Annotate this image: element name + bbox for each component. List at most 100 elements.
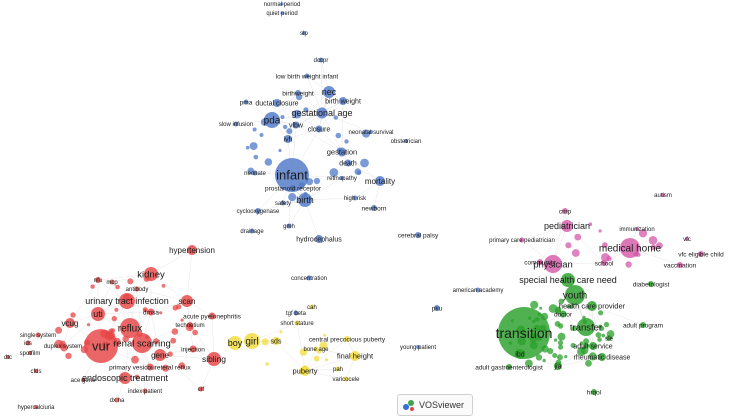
- node-infant[interactable]: [275, 158, 309, 192]
- node-final-height[interactable]: [350, 351, 360, 361]
- node-mcp[interactable]: [109, 279, 115, 285]
- node-birthweight[interactable]: [295, 90, 301, 96]
- node-kidney[interactable]: [144, 267, 158, 281]
- node-pku[interactable]: [434, 305, 440, 311]
- node-gene[interactable]: [154, 349, 166, 361]
- node-vur[interactable]: [84, 329, 118, 363]
- node-short-stature[interactable]: [294, 320, 300, 326]
- node-pediatrician[interactable]: [561, 220, 573, 232]
- node-special-health-care-need[interactable]: [561, 273, 575, 287]
- node-cerebral-palsy[interactable]: [415, 232, 421, 238]
- node-urinary-tract-infection[interactable]: [119, 293, 135, 309]
- node-ductal-closure[interactable]: [273, 99, 281, 107]
- node-sip[interactable]: [302, 31, 306, 35]
- node-cmp[interactable]: [562, 208, 568, 214]
- node-closure[interactable]: [315, 125, 323, 133]
- node-vfc-eligible-child[interactable]: [698, 251, 704, 257]
- node-safety[interactable]: [280, 200, 286, 206]
- node-spotfilm[interactable]: [28, 351, 32, 355]
- node-vlbw[interactable]: [292, 121, 300, 129]
- node-index-patient[interactable]: [142, 388, 148, 394]
- node-primary-care-pediatrician[interactable]: [519, 237, 525, 243]
- node-school[interactable]: [601, 260, 607, 266]
- node-vfc[interactable]: [685, 237, 689, 241]
- node-newborn[interactable]: [371, 205, 377, 211]
- node-gestation[interactable]: [337, 147, 347, 157]
- node-sds[interactable]: [272, 337, 280, 345]
- node-jia[interactable]: [554, 362, 562, 370]
- node-dtc[interactable]: [6, 355, 10, 359]
- node-medical-home[interactable]: [620, 238, 640, 258]
- node-injection[interactable]: [189, 345, 197, 353]
- node-physician[interactable]: [544, 255, 562, 273]
- node-cah[interactable]: [309, 304, 315, 310]
- node-low-birth-weight-infant[interactable]: [304, 73, 310, 79]
- node-ivh[interactable]: [284, 135, 292, 143]
- node-high-risk[interactable]: [352, 195, 358, 201]
- node-antibody[interactable]: [134, 286, 140, 292]
- node-vaccination[interactable]: [677, 262, 683, 268]
- node-reflux[interactable]: [120, 318, 140, 338]
- node-concentration[interactable]: [306, 275, 312, 281]
- node-single-system[interactable]: [35, 332, 41, 338]
- node-diabetologist[interactable]: [648, 281, 654, 287]
- node-technetium[interactable]: [187, 322, 193, 328]
- node-nec[interactable]: [323, 86, 335, 98]
- node-death[interactable]: [344, 159, 352, 167]
- node-transfer[interactable]: [577, 318, 595, 336]
- node-young-patient[interactable]: [416, 345, 420, 349]
- node-doctor[interactable]: [559, 310, 567, 318]
- node-puberty[interactable]: [300, 366, 310, 376]
- node-sle[interactable]: [606, 335, 612, 341]
- node-adult-gastroenterologist[interactable]: [506, 364, 512, 370]
- node-cfds[interactable]: [34, 369, 38, 373]
- node-transition[interactable]: [498, 307, 550, 359]
- node-autism[interactable]: [661, 193, 665, 197]
- node-pda[interactable]: [264, 112, 280, 128]
- node-scan[interactable]: [181, 295, 193, 307]
- vosviewer-logo[interactable]: VOSviewer: [397, 394, 473, 416]
- node-slow-infusion[interactable]: [233, 121, 239, 127]
- node-adult-service[interactable]: [589, 342, 597, 350]
- node-boy[interactable]: [228, 336, 242, 350]
- node-hypertension[interactable]: [187, 245, 197, 255]
- node-hrqol[interactable]: [591, 389, 597, 395]
- node-health-care-provider[interactable]: [587, 301, 597, 311]
- node-sibling[interactable]: [207, 352, 221, 366]
- node-prostanoid-receptor[interactable]: [290, 185, 296, 191]
- node-varicocele[interactable]: [343, 376, 349, 382]
- node-gmh[interactable]: [286, 223, 292, 229]
- node-crf[interactable]: [198, 386, 204, 392]
- node-hydrocephalus[interactable]: [315, 235, 323, 243]
- node-adult-program[interactable]: [640, 322, 646, 328]
- node-acute-pyelonephritis[interactable]: [208, 312, 216, 320]
- node-central-precocious-puberty[interactable]: [344, 336, 350, 342]
- node-normal-period[interactable]: [280, 2, 284, 6]
- node-ibd[interactable]: [515, 349, 525, 359]
- node-youth[interactable]: [565, 285, 585, 305]
- node-quiet-period[interactable]: [280, 11, 284, 15]
- node-pma[interactable]: [243, 99, 249, 105]
- node-girl[interactable]: [244, 333, 260, 349]
- node-ace-gene[interactable]: [81, 378, 85, 382]
- node-drainage[interactable]: [249, 228, 255, 234]
- node-birth[interactable]: [298, 193, 312, 207]
- node-rheumatic-disease[interactable]: [598, 353, 606, 361]
- node-hypercalciuria[interactable]: [34, 405, 38, 409]
- node-uti[interactable]: [91, 307, 105, 321]
- node-dccpr[interactable]: [318, 57, 324, 63]
- node-dmsa[interactable]: [147, 308, 155, 316]
- node-dx-ha[interactable]: [114, 397, 120, 403]
- node-bone-age[interactable]: [313, 346, 319, 352]
- node-neonate[interactable]: [252, 170, 258, 176]
- node-community[interactable]: [537, 259, 543, 265]
- node-mortality[interactable]: [375, 176, 385, 186]
- node-obstetrician[interactable]: [404, 139, 408, 143]
- node-renal-scarring[interactable]: [132, 333, 152, 353]
- node-primary-vesicoureteral-reflux[interactable]: [146, 363, 154, 371]
- node-ids[interactable]: [25, 340, 31, 346]
- node-neonatal-survival[interactable]: [369, 130, 373, 134]
- node-endoscopic-treatment[interactable]: [119, 372, 131, 384]
- node-pah[interactable]: [335, 366, 341, 372]
